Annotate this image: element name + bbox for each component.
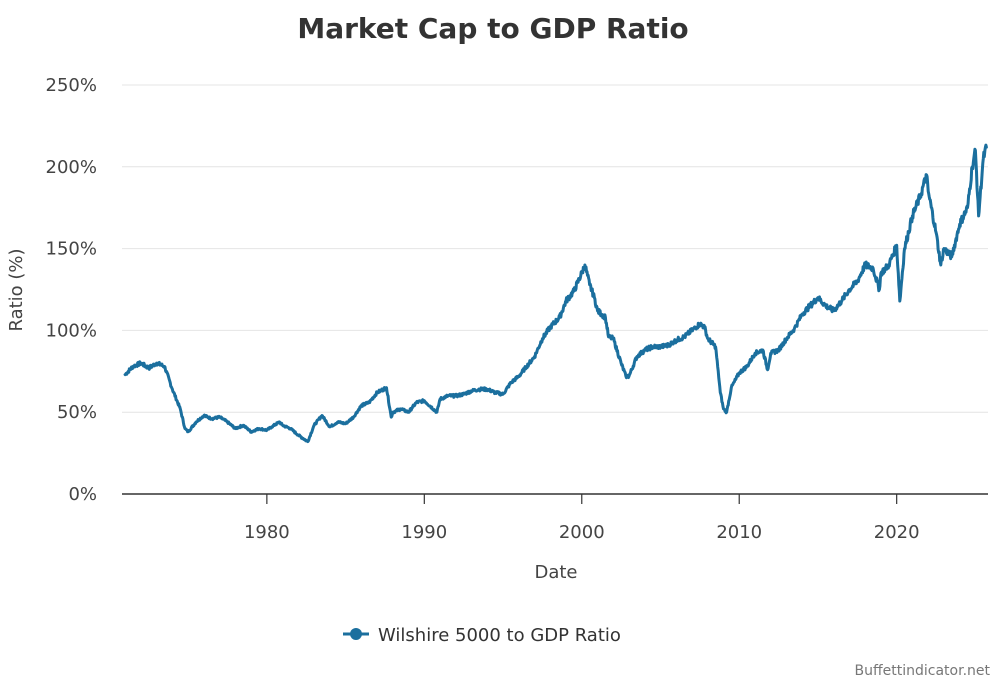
legend[interactable]: Wilshire 5000 to GDP Ratio	[343, 625, 621, 646]
x-tick-label: 2000	[559, 522, 605, 543]
legend-label[interactable]: Wilshire 5000 to GDP Ratio	[378, 625, 621, 646]
series-group	[123, 143, 988, 444]
y-tick-label: 200%	[46, 157, 97, 178]
x-axis: 1980 1990 2000 2010 2020	[122, 493, 988, 543]
y-tick-label: 0%	[68, 484, 97, 505]
chart-title: Market Cap to GDP Ratio	[297, 12, 688, 45]
legend-dot-marker	[350, 628, 362, 640]
y-gridlines	[122, 84, 988, 413]
y-axis-title: Ratio (%)	[6, 248, 27, 331]
y-axis-ticks: 0% 50% 100% 150% 200% 250%	[46, 75, 97, 505]
x-tick-label: 2020	[874, 522, 920, 543]
series-line-wilshire-5000-to-gdp	[123, 143, 988, 444]
y-tick-label: 150%	[46, 239, 97, 260]
y-tick-label: 250%	[46, 75, 97, 96]
y-tick-label: 100%	[46, 320, 97, 341]
y-tick-label: 50%	[57, 402, 97, 423]
x-tick-label: 1980	[244, 522, 290, 543]
x-tick-label: 1990	[401, 522, 447, 543]
x-axis-title: Date	[534, 562, 577, 583]
credit-text: Buffettindicator.net	[855, 663, 991, 679]
x-tick-label: 2010	[716, 522, 762, 543]
